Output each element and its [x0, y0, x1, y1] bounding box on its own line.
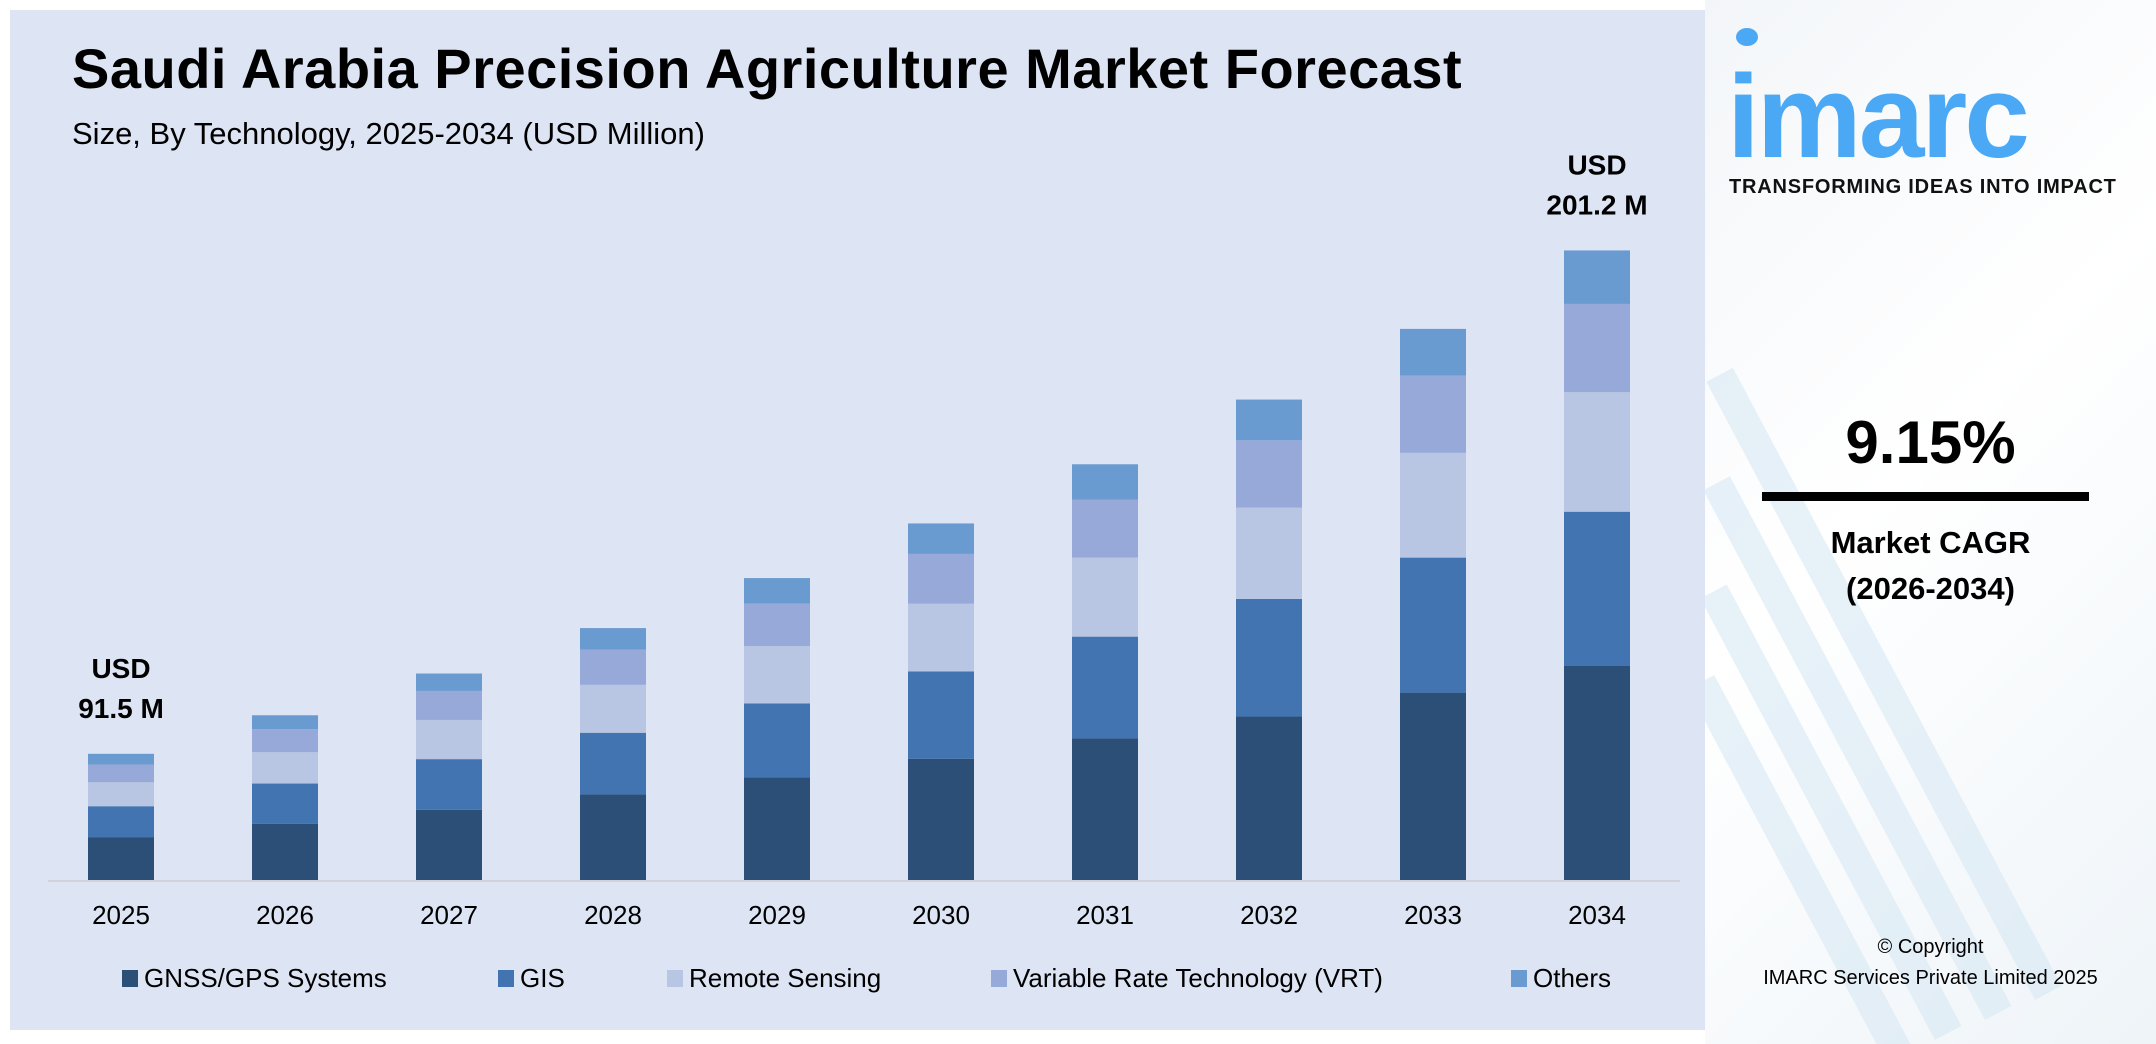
bar-segment-2025-0: [88, 837, 154, 880]
legend-label: Remote Sensing: [689, 963, 882, 993]
total-label-2025: USD: [91, 653, 150, 684]
total-label-2025: 91.5 M: [78, 693, 164, 724]
legend-swatch: [498, 970, 514, 987]
bar-segment-2025-4: [88, 753, 154, 765]
chart-title: Saudi Arabia Precision Agriculture Marke…: [72, 37, 1463, 100]
bar-segment-2031-3: [1072, 499, 1138, 558]
bar-segment-2028-0: [580, 794, 646, 880]
total-label-2034: USD: [1567, 149, 1626, 180]
cagr-divider: [1762, 492, 2089, 501]
bar-segment-2026-0: [252, 823, 318, 880]
bar-segment-2025-3: [88, 764, 154, 783]
legend-item: Others: [1511, 963, 1611, 994]
x-tick-label: 2031: [1076, 900, 1134, 930]
x-tick-label: 2028: [584, 900, 642, 930]
bar-segment-2032-1: [1236, 598, 1302, 717]
legend-label: GIS: [520, 963, 565, 993]
copyright-line-2: IMARC Services Private Limited 2025: [1763, 967, 2098, 989]
bar-segment-2031-1: [1072, 636, 1138, 739]
bar-segment-2028-1: [580, 732, 646, 795]
copyright-line-1: © Copyright: [1877, 936, 1984, 958]
bar-segment-2026-3: [252, 729, 318, 753]
bar-segment-2033-3: [1400, 375, 1466, 453]
bar-segment-2028-3: [580, 649, 646, 685]
bar-segment-2026-4: [252, 715, 318, 730]
x-tick-label: 2026: [256, 900, 314, 930]
bar-segment-2031-0: [1072, 738, 1138, 880]
bar-segment-2027-4: [416, 673, 482, 691]
bar-segment-2030-4: [908, 523, 974, 554]
logo-tagline: TRANSFORMING IDEAS INTO IMPACT: [1729, 176, 2117, 198]
bar-segment-2033-1: [1400, 557, 1466, 693]
bar-segment-2029-3: [744, 603, 810, 646]
bar-segment-2031-4: [1072, 464, 1138, 500]
cagr-period: (2026-2034): [1846, 571, 2015, 606]
bar-segment-2029-1: [744, 703, 810, 778]
bar-segment-2034-4: [1564, 250, 1630, 304]
bar-segment-2029-4: [744, 578, 810, 604]
brand-panel: imarc TRANSFORMING IDEAS INTO IMPACT 9.1…: [1705, 0, 2156, 1044]
x-tick-label: 2034: [1568, 900, 1626, 930]
bar-segment-2032-3: [1236, 440, 1302, 508]
bar-segment-2026-1: [252, 783, 318, 824]
bar-segment-2028-2: [580, 684, 646, 733]
bar-segment-2033-4: [1400, 328, 1466, 376]
bar-segment-2027-2: [416, 719, 482, 760]
cagr-label: Market CAGR (2026-2034): [1705, 520, 2156, 612]
logo-dot: [1736, 28, 1758, 46]
legend-label: Others: [1533, 963, 1612, 993]
bar-segment-2027-3: [416, 690, 482, 720]
bar-segment-2029-0: [744, 777, 810, 880]
stacked-bar-chart: 2025 2026 2027 2028 2029 2030 2031 2032 2033 2034…: [48, 149, 1680, 930]
bar-segment-2034-2: [1564, 392, 1630, 512]
legend-item: Variable Rate Technology (VRT): [991, 963, 1383, 994]
bar-segment-2025-2: [88, 782, 154, 807]
annotations: USD 91.5 M USD 201.2 M: [78, 149, 1647, 723]
legend-label: Variable Rate Technology (VRT): [1013, 963, 1383, 993]
cagr-label-text: Market CAGR: [1830, 525, 2031, 560]
legend-swatch: [122, 970, 138, 987]
legend-swatch: [1511, 970, 1527, 987]
bar-segment-2034-1: [1564, 511, 1630, 666]
bar-segment-2034-3: [1564, 303, 1630, 393]
legend-item: GNSS/GPS Systems: [122, 963, 387, 994]
bar-segment-2030-0: [908, 758, 974, 880]
legend-label: GNSS/GPS Systems: [144, 963, 387, 993]
legend-item: GIS: [498, 963, 565, 994]
bars: [88, 250, 1630, 880]
chart-subtitle: Size, By Technology, 2025-2034 (USD Mill…: [72, 116, 705, 151]
bar-segment-2033-2: [1400, 452, 1466, 558]
total-label-2034: 201.2 M: [1546, 189, 1647, 220]
x-tick-label: 2033: [1404, 900, 1462, 930]
bar-segment-2032-2: [1236, 507, 1302, 599]
x-tick-label: 2027: [420, 900, 478, 930]
bar-segment-2027-1: [416, 759, 482, 810]
bar-segment-2032-0: [1236, 716, 1302, 880]
legend-swatch: [991, 970, 1007, 987]
bar-segment-2028-4: [580, 628, 646, 650]
bar-segment-2031-2: [1072, 557, 1138, 637]
x-tick-label: 2030: [912, 900, 970, 930]
legend-item: Remote Sensing: [667, 963, 881, 994]
bar-segment-2029-2: [744, 645, 810, 704]
x-tick-label: 2032: [1240, 900, 1298, 930]
bar-segment-2034-0: [1564, 665, 1630, 880]
x-tick-label: 2025: [92, 900, 150, 930]
bar-segment-2030-3: [908, 553, 974, 604]
bar-segment-2025-1: [88, 806, 154, 838]
x-tick-label: 2029: [748, 900, 806, 930]
legend-swatch: [667, 970, 683, 987]
cagr-value: 9.15%: [1845, 409, 2016, 476]
bar-segment-2027-0: [416, 809, 482, 880]
x-tick-labels: 2025 2026 2027 2028 2029 2030 2031 2032 2033 2034: [92, 900, 1626, 930]
bar-segment-2026-2: [252, 752, 318, 784]
bar-segment-2030-2: [908, 603, 974, 672]
bar-segment-2032-4: [1236, 399, 1302, 441]
imarc-logo: imarc: [1727, 51, 2030, 183]
copyright: © Copyright IMARC Services Private Limit…: [1705, 932, 2156, 994]
bar-segment-2033-0: [1400, 692, 1466, 880]
bar-segment-2030-1: [908, 671, 974, 759]
